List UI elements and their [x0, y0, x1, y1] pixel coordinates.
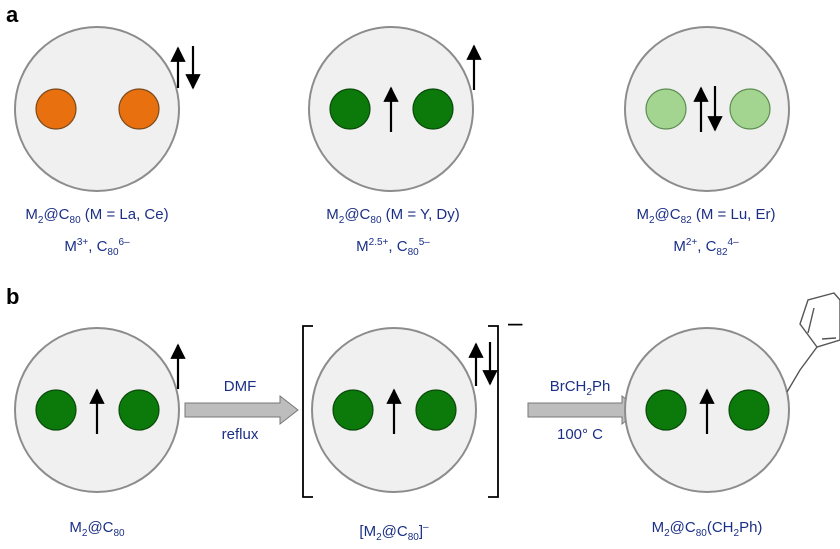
formula-line: M2@C80 (M = Y, Dy): [326, 206, 460, 226]
panel-label-b: b: [6, 284, 20, 309]
step2-condition: 100° C: [556, 426, 604, 443]
step2-reagent: BrCH2Ph: [549, 378, 611, 398]
phenyl-ring-double-bonds: [807, 307, 837, 340]
caption-lu-er: M2@C82 (M = Lu, Er) M2+, C824–: [596, 204, 816, 264]
metal-ion-left: [329, 88, 371, 130]
metal-ion-left: [35, 88, 77, 130]
panel-label-a: a: [6, 2, 19, 27]
spin-pair-outside: [170, 46, 201, 90]
oxidation-line: M3+, C806–: [64, 237, 130, 258]
phenyl-ring: [799, 292, 840, 348]
left-bracket: [302, 325, 313, 498]
metal-ion-left: [645, 88, 687, 130]
cage-anion: [311, 327, 477, 493]
metal-ion-right: [118, 389, 160, 431]
benzyl-group: [786, 292, 840, 393]
cage-lu-er: [624, 26, 790, 192]
caption-y-dy: M2@C80 (M = Y, Dy) M2.5+, C805–: [283, 204, 503, 264]
metal-ion-right: [728, 389, 770, 431]
right-bracket: [488, 325, 499, 498]
methylene-bond: [786, 346, 818, 393]
fullerene-cage: [624, 26, 790, 192]
metal-ion-right: [412, 88, 454, 130]
metal-ion-left: [35, 389, 77, 431]
reaction-arrow-1: [184, 394, 299, 426]
species-adduct-label: M2@C80(CH2Ph): [651, 519, 763, 539]
species-anion-label: [M2@C80]–: [359, 522, 429, 543]
caption-la-ce: M2@C80 (M = La, Ce) M3+, C806–: [0, 204, 207, 264]
cage-neutral: [14, 327, 180, 493]
cage-benzyl-adduct: [624, 327, 790, 493]
species-neutral-label: M2@C80: [69, 519, 125, 539]
cage-la-ce: [14, 26, 180, 192]
spin-pair-outside: [468, 342, 498, 386]
step1-reagent: DMF: [223, 378, 257, 395]
bracket-charge: –: [508, 307, 523, 337]
metal-ion-right: [729, 88, 771, 130]
metal-ion-left: [645, 389, 687, 431]
metal-ion-right: [415, 389, 457, 431]
oxidation-line: M2+, C824–: [673, 237, 739, 258]
oxidation-line: M2.5+, C805–: [356, 237, 430, 258]
fullerene-cage: [14, 26, 180, 192]
metal-ion-left: [332, 389, 374, 431]
formula-line: M2@C82 (M = Lu, Er): [636, 206, 776, 226]
reaction-arrow-2: [527, 394, 641, 426]
cage-y-dy: [308, 26, 474, 192]
step1-condition: reflux: [221, 426, 259, 443]
metal-ion-right: [118, 88, 160, 130]
formula-line: M2@C80 (M = La, Ce): [25, 206, 169, 226]
